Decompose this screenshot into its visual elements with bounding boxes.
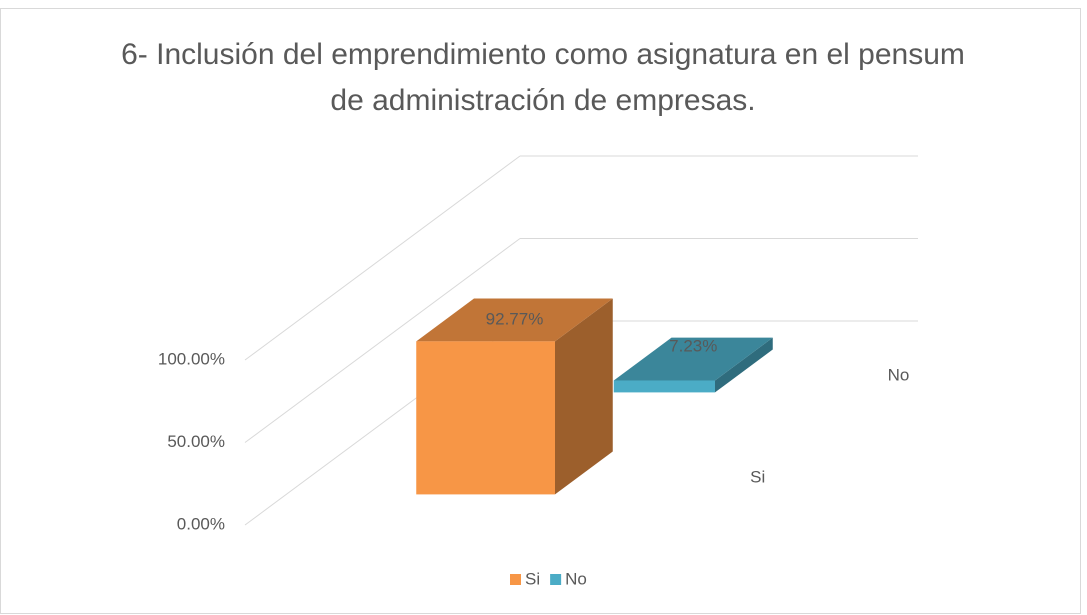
grid-line bbox=[244, 155, 521, 361]
grid-line bbox=[244, 238, 521, 443]
bar-side bbox=[555, 298, 613, 495]
bar bbox=[416, 341, 555, 495]
y-tick-label: 100.00% bbox=[158, 349, 225, 368]
data-label: 7.23% bbox=[669, 337, 717, 356]
legend-swatch bbox=[510, 574, 521, 585]
bar bbox=[613, 380, 715, 393]
bar-side bbox=[715, 337, 773, 393]
data-label: 92.77% bbox=[486, 309, 544, 328]
bar-top bbox=[613, 337, 773, 381]
y-tick-label: 50.00% bbox=[167, 432, 225, 451]
chart-title: 6- Inclusión del emprendimiento como asi… bbox=[121, 38, 965, 117]
legend-label: No bbox=[565, 569, 587, 588]
depth-axis-label: Si bbox=[750, 467, 765, 486]
y-tick-label: 0.00% bbox=[177, 514, 225, 533]
legend-label: Si bbox=[525, 569, 540, 588]
chart-border bbox=[0, 8, 1081, 614]
legend-swatch bbox=[550, 574, 562, 585]
bar-top bbox=[416, 298, 613, 342]
depth-axis-label: No bbox=[888, 365, 910, 384]
